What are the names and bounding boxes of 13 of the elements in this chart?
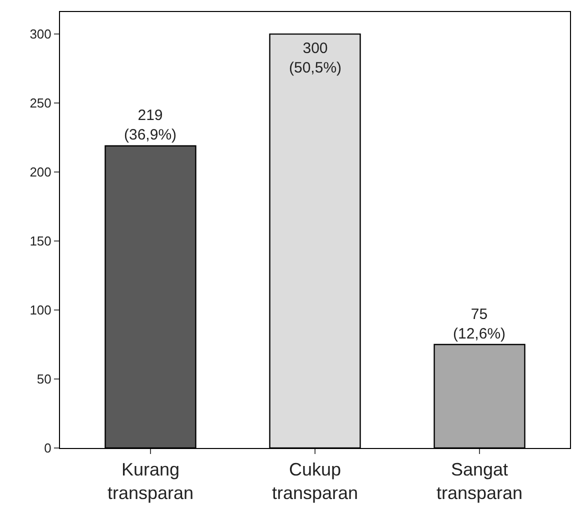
y-tick-label: 300	[30, 26, 52, 42]
data-label: 75 (12,6%)	[453, 306, 506, 342]
y-tick-label: 150	[30, 234, 52, 249]
data-label: 219 (36,9%)	[124, 107, 177, 144]
x-tick-label: Cukup transparan	[272, 460, 358, 503]
x-tick-label: Kurang transparan	[107, 460, 194, 503]
x-tick-label: Sangat transparan	[436, 460, 523, 503]
y-tick-label: 250	[30, 96, 52, 111]
data-label: 300 (50,5%)	[289, 40, 342, 76]
y-tick-label: 50	[36, 372, 52, 387]
y-tick-label: 0	[44, 440, 52, 456]
y-tick-label: 200	[30, 164, 52, 180]
y-tick-label: 100	[30, 302, 52, 318]
